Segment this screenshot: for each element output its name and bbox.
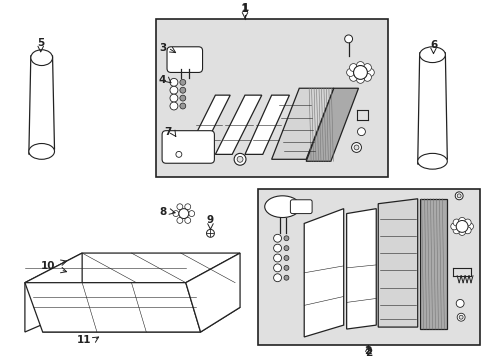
Circle shape (344, 35, 352, 43)
Text: 1: 1 (241, 4, 248, 14)
Circle shape (450, 223, 457, 230)
Circle shape (452, 219, 459, 226)
Circle shape (180, 95, 185, 101)
Circle shape (458, 217, 465, 224)
Circle shape (173, 211, 179, 217)
Polygon shape (25, 253, 240, 283)
Circle shape (284, 246, 288, 251)
Polygon shape (346, 209, 375, 329)
Circle shape (463, 219, 470, 226)
Polygon shape (244, 95, 289, 154)
Polygon shape (417, 53, 447, 164)
Polygon shape (29, 56, 54, 154)
Text: 11: 11 (77, 335, 91, 345)
Circle shape (180, 79, 185, 85)
Circle shape (184, 204, 190, 210)
Circle shape (456, 313, 464, 321)
Circle shape (452, 227, 459, 234)
Circle shape (458, 315, 462, 319)
FancyBboxPatch shape (290, 200, 311, 213)
Circle shape (458, 229, 465, 235)
Circle shape (237, 156, 243, 162)
Circle shape (353, 145, 358, 150)
Text: 5: 5 (37, 38, 44, 48)
Circle shape (176, 152, 182, 157)
Circle shape (206, 229, 214, 237)
Bar (257, 189, 479, 345)
Ellipse shape (264, 196, 300, 217)
Circle shape (466, 223, 472, 230)
Circle shape (456, 194, 460, 198)
Circle shape (177, 217, 183, 224)
Polygon shape (305, 88, 358, 161)
Text: 3: 3 (159, 43, 166, 53)
Circle shape (170, 78, 178, 86)
Circle shape (273, 264, 281, 272)
Polygon shape (185, 253, 240, 332)
Circle shape (356, 75, 364, 83)
Text: 2: 2 (364, 346, 371, 356)
Ellipse shape (417, 153, 447, 169)
Circle shape (366, 68, 373, 76)
Circle shape (353, 66, 366, 79)
Text: 7: 7 (164, 127, 171, 137)
Ellipse shape (31, 50, 52, 66)
Polygon shape (304, 209, 343, 337)
Polygon shape (42, 307, 240, 332)
FancyBboxPatch shape (162, 131, 214, 163)
Circle shape (170, 94, 178, 102)
Circle shape (346, 68, 354, 76)
Circle shape (455, 300, 463, 307)
Text: 1: 1 (241, 3, 248, 13)
Circle shape (284, 236, 288, 241)
Circle shape (273, 244, 281, 252)
Bar (156, 19, 387, 177)
Circle shape (234, 153, 245, 165)
Circle shape (463, 227, 470, 234)
Circle shape (180, 87, 185, 93)
Circle shape (363, 73, 370, 81)
Circle shape (349, 64, 357, 72)
Circle shape (273, 234, 281, 242)
Polygon shape (185, 95, 230, 154)
Circle shape (170, 102, 178, 110)
Circle shape (357, 128, 365, 136)
Circle shape (177, 204, 183, 210)
Text: 2: 2 (364, 348, 371, 358)
Text: 9: 9 (206, 216, 214, 225)
Circle shape (273, 274, 281, 282)
Circle shape (188, 211, 194, 217)
Circle shape (356, 62, 364, 69)
Circle shape (179, 209, 188, 219)
Ellipse shape (419, 47, 445, 63)
Circle shape (455, 220, 467, 232)
FancyBboxPatch shape (167, 47, 202, 72)
Circle shape (349, 73, 357, 81)
Circle shape (273, 254, 281, 262)
Circle shape (351, 143, 361, 152)
Polygon shape (25, 283, 200, 332)
Circle shape (454, 192, 462, 200)
Polygon shape (215, 95, 261, 154)
Circle shape (170, 86, 178, 94)
Circle shape (184, 217, 190, 224)
Circle shape (363, 64, 370, 72)
Text: 6: 6 (429, 40, 436, 50)
Polygon shape (25, 253, 82, 332)
Ellipse shape (29, 144, 54, 159)
Circle shape (180, 103, 185, 109)
Polygon shape (271, 88, 333, 159)
Polygon shape (419, 199, 447, 329)
Text: 10: 10 (41, 261, 55, 271)
Polygon shape (377, 199, 417, 327)
Circle shape (284, 275, 288, 280)
Circle shape (284, 265, 288, 270)
Text: 4: 4 (158, 75, 165, 85)
Circle shape (284, 256, 288, 261)
Text: 8: 8 (159, 207, 166, 217)
